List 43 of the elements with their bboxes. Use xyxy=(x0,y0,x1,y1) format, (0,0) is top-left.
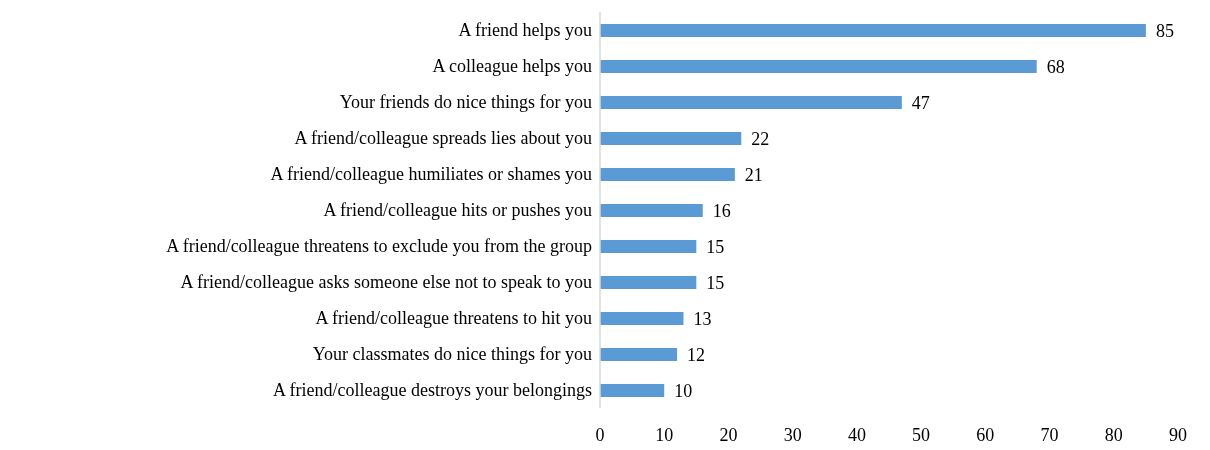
bar xyxy=(600,60,1037,73)
data-label: 68 xyxy=(1046,56,1065,77)
data-label: 85 xyxy=(1155,20,1174,41)
x-tick-label: 90 xyxy=(1169,424,1187,445)
bar xyxy=(600,312,684,325)
bar xyxy=(600,348,678,361)
bar xyxy=(600,132,742,145)
data-label: 15 xyxy=(706,236,725,257)
data-label: 15 xyxy=(706,272,725,293)
x-tick-label: 30 xyxy=(783,424,802,445)
x-tick-label: 20 xyxy=(719,424,738,445)
bar xyxy=(600,204,703,217)
bar xyxy=(600,240,697,253)
bar xyxy=(600,24,1146,37)
x-tick-label: 70 xyxy=(1040,424,1059,445)
bar xyxy=(600,384,665,397)
y-tick-label: A friend/colleague spreads lies about you xyxy=(294,128,592,149)
data-label: 21 xyxy=(744,164,763,185)
y-tick-label: A friend/colleague destroys your belongings xyxy=(273,380,592,401)
data-label: 13 xyxy=(693,308,712,329)
y-tick-label: A friend/colleague hits or pushes you xyxy=(323,200,592,221)
data-label: 16 xyxy=(712,200,731,221)
x-tick-label: 50 xyxy=(912,424,931,445)
y-tick-label: Your classmates do nice things for you xyxy=(312,344,592,365)
bar xyxy=(600,168,735,181)
x-tick-label: 10 xyxy=(655,424,674,445)
data-label: 22 xyxy=(751,128,770,149)
x-tick-label: 80 xyxy=(1104,424,1123,445)
x-tick-label: 60 xyxy=(976,424,995,445)
y-tick-label: A friend helps you xyxy=(458,20,592,41)
x-tick-label: 0 xyxy=(595,424,605,445)
y-tick-label: A colleague helps you xyxy=(432,56,592,77)
bar xyxy=(600,276,697,289)
y-tick-label: A friend/colleague threatens to exclude you from the group xyxy=(166,236,592,257)
y-tick-label: A friend/colleague humiliates or shames you xyxy=(270,164,592,185)
data-label: 12 xyxy=(687,344,706,365)
data-label: 47 xyxy=(911,92,930,113)
x-tick-label: 40 xyxy=(847,424,866,445)
y-tick-label: Your friends do nice things for you xyxy=(339,92,592,113)
y-tick-label: A friend/colleague threatens to hit you xyxy=(315,308,592,329)
y-tick-label: A friend/colleague asks someone else not to speak to you xyxy=(180,272,592,293)
data-label: 10 xyxy=(674,380,693,401)
bar xyxy=(600,96,902,109)
